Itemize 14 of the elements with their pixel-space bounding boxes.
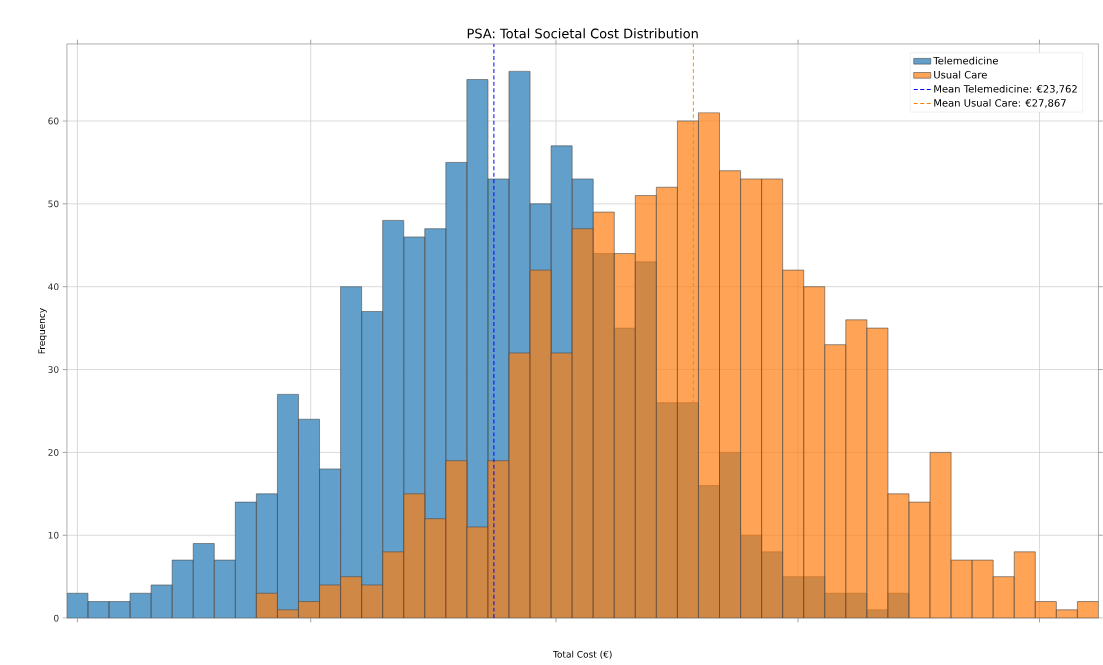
annotation: Mean Telemedicine: €23,762 [934, 84, 1077, 94]
y-tick-label: 20 [48, 448, 59, 456]
chart-title: PSA: Total Societal Cost Distribution [467, 28, 698, 39]
y-tick-label: 50 [48, 200, 59, 208]
y-axis-title: Frequency [38, 308, 47, 354]
y-tick-label: 0 [54, 614, 59, 622]
y-tick-label: 10 [48, 531, 59, 539]
y-tick-label: 40 [48, 283, 59, 291]
x-axis-title: Total Cost (€) [552, 650, 612, 659]
legend-label: Telemedicine [933, 56, 998, 65]
legend-label: Usual Care [934, 70, 987, 79]
annotation: Mean Usual Care: €27,867 [934, 98, 1066, 108]
y-tick-label: 30 [48, 366, 59, 373]
y-tick-label: 60 [48, 117, 59, 125]
